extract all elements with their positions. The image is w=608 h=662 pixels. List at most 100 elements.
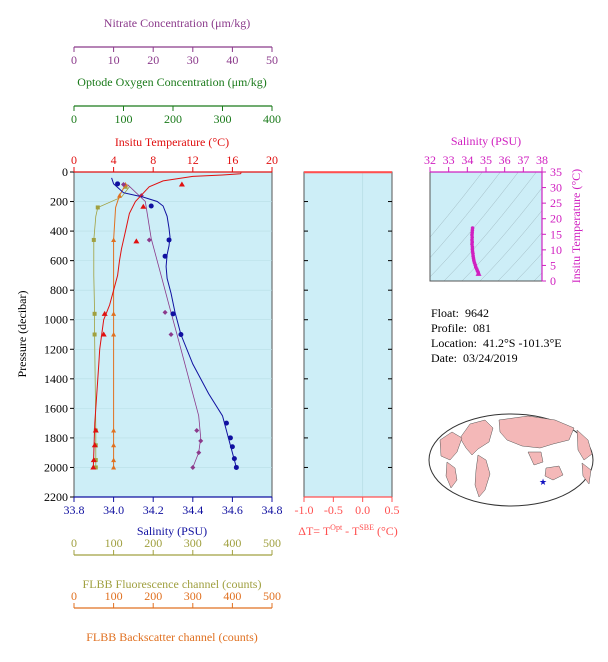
temperature-axis-label: Insitu Temperature (°C) — [115, 135, 229, 149]
backscatter-point — [117, 193, 123, 198]
backscatter-tick-label: 300 — [184, 589, 202, 603]
nitrate-point — [190, 464, 196, 470]
salinity-point — [229, 444, 235, 450]
main-series — [90, 172, 242, 470]
temperature-point — [90, 464, 97, 470]
salinity-point — [233, 464, 239, 470]
delta-t-axis-label: ΔT= TOpt - TSBE (°C) — [298, 523, 398, 538]
pressure-tick-label: 400 — [50, 224, 68, 238]
ts-x-tick-label: 34 — [461, 153, 473, 167]
pressure-tick-label: 0 — [62, 165, 68, 179]
backscatter-tick-label: 0 — [71, 589, 77, 603]
temperature-tick-label: 12 — [187, 153, 199, 167]
density-contour — [497, 232, 542, 281]
oxygen-tick-label: 300 — [214, 112, 232, 126]
salinity-point — [162, 253, 168, 259]
density-contour — [443, 172, 537, 281]
ts-background — [430, 172, 542, 281]
pressure-tick-label: 800 — [50, 283, 68, 297]
ts-x-tick-label: 35 — [480, 153, 492, 167]
ts-y-tick-label: 35 — [550, 165, 562, 179]
fluorescence-axis-label: FLBB Fluorescence channel (counts) — [83, 577, 262, 591]
pressure-tick-label: 1800 — [44, 431, 68, 445]
density-contour — [588, 162, 608, 281]
ts-y-tick-label: 30 — [550, 181, 562, 195]
backscatter-tick-label: 200 — [144, 589, 162, 603]
ts-y-tick-label: 0 — [550, 274, 556, 288]
backscatter-axis: 0 100 200 300 400 500 FLBB Backscatter channe… — [71, 589, 281, 644]
density-contour — [479, 210, 542, 281]
ts-bottom-marker — [475, 270, 482, 276]
temperature-point — [101, 310, 108, 316]
ts-y-tick-label: 20 — [550, 212, 562, 226]
nitrate-tick-label: 10 — [108, 53, 120, 67]
main-profile-panel: 0 200 400 600 800 1000 1200 1400 1600 1800 2000 220… — [15, 165, 273, 504]
salinity-tick-label: 34.0 — [103, 503, 124, 517]
fluorescence-point — [91, 237, 96, 242]
pressure-axis: 0 200 400 600 800 1000 1200 1400 1600 1800 2000 220… — [44, 165, 74, 504]
fluorescence-tick-label: 500 — [263, 536, 281, 550]
density-contour — [515, 252, 542, 281]
ts-x-tick-label: 32 — [424, 153, 436, 167]
density-contour — [430, 172, 483, 238]
float-info: Float: 9642 Profile: 081 Location: 41.2°… — [431, 306, 562, 366]
backscatter-point — [111, 311, 117, 316]
salinity-point — [170, 311, 176, 317]
fluorescence-point — [95, 205, 100, 210]
fluorescence-point — [123, 184, 128, 189]
salinity-tick-label: 33.8 — [64, 503, 85, 517]
ts-y-tick-label: 15 — [550, 227, 562, 241]
ts-point — [470, 244, 475, 249]
temperature-point — [133, 238, 140, 244]
temperature-point — [178, 181, 185, 187]
temperature-point — [100, 331, 107, 337]
temperature-tick-label: 0 — [71, 153, 77, 167]
ts-y-tick-label: 10 — [550, 243, 562, 257]
temperature-tick-label: 20 — [266, 153, 278, 167]
salinity-point — [223, 420, 229, 426]
fluorescence-tick-label: 100 — [105, 536, 123, 550]
ts-x-tick-label: 36 — [499, 153, 511, 167]
fluorescence-point — [92, 311, 97, 316]
pressure-tick-label: 600 — [50, 254, 68, 268]
fluorescence-tick-label: 200 — [144, 536, 162, 550]
salinity-point — [148, 203, 154, 209]
nitrate-tick-label: 30 — [187, 53, 199, 67]
pressure-tick-label: 1400 — [44, 372, 68, 386]
nitrate-tick-label: 40 — [226, 53, 238, 67]
ts-y-tick-label: 5 — [550, 258, 556, 272]
ts-density-contours — [430, 162, 608, 281]
nitrate-point — [196, 450, 202, 456]
nitrate-point — [168, 332, 174, 337]
ts-y-tick-label: 25 — [550, 196, 562, 210]
nitrate-point — [146, 237, 152, 243]
oxygen-tick-label: 200 — [164, 112, 182, 126]
temperature-tick-label: 4 — [111, 153, 117, 167]
delta-t-tick-label: -0.5 — [324, 503, 343, 517]
backscatter-tick-label: 500 — [263, 589, 281, 603]
temperature-axis: Insitu Temperature (°C) 0 4 8 12 16 20 — [71, 135, 278, 173]
profile-row: Profile: 081 — [431, 321, 491, 335]
backscatter-point — [111, 464, 117, 470]
date-row: Date: 03/24/2019 — [431, 351, 518, 365]
delta-t-background — [304, 172, 392, 497]
temperature-tick-label: 8 — [150, 153, 156, 167]
backscatter-point — [111, 237, 117, 242]
float-id: 9642 — [465, 306, 490, 320]
backscatter-point — [111, 428, 117, 433]
oxygen-axis: Optode Oxygen Concentration (μm/kg) 0 100… — [71, 75, 281, 126]
salinity-point — [227, 435, 233, 441]
salinity-point — [115, 181, 121, 187]
backscatter-tick-label: 400 — [223, 589, 241, 603]
pressure-tick-label: 1000 — [44, 313, 68, 327]
ts-x-tick-label: 33 — [443, 153, 455, 167]
salinity-axis: 33.8 34.0 34.2 34.4 34.6 34.8 Salinity (PSU) — [64, 496, 283, 538]
pressure-tick-label: 2000 — [44, 460, 68, 474]
backscatter-point — [111, 332, 117, 337]
location-value: 41.2°S -101.3°E — [482, 336, 562, 350]
backscatter-point — [111, 442, 117, 448]
pressure-tick-label: 2200 — [44, 490, 68, 504]
world-map: ★ — [428, 413, 594, 507]
map-land — [439, 415, 593, 498]
